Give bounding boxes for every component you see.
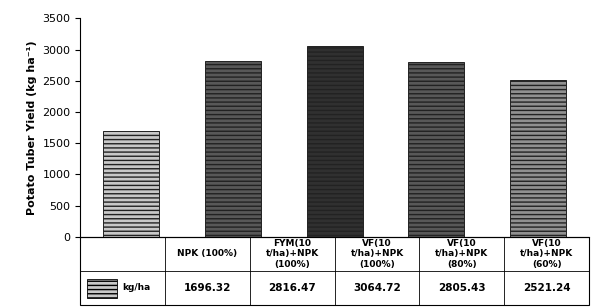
Text: NPK (100%): NPK (100%) [177,249,237,258]
Text: 3064.72: 3064.72 [353,283,401,293]
Text: VF(10
t/ha)+NPK
(80%): VF(10 t/ha)+NPK (80%) [436,239,488,269]
Text: 2521.24: 2521.24 [523,283,571,293]
Bar [306,46,363,237]
Text: 1696.32: 1696.32 [184,283,231,293]
Bar [510,79,566,237]
Bar [87,279,117,298]
Text: VF(10
t/ha)+NPK
(60%): VF(10 t/ha)+NPK (60%) [520,239,573,269]
Text: FYM(10
t/ha)+NPK
(100%): FYM(10 t/ha)+NPK (100%) [266,239,319,269]
Text: VF(10
t/ha)+NPK
(100%): VF(10 t/ha)+NPK (100%) [350,239,403,269]
Bar [103,131,159,237]
Y-axis label: Potato Tuber Yield (kg ha⁻¹): Potato Tuber Yield (kg ha⁻¹) [27,40,37,215]
Bar [205,61,261,237]
Text: 2805.43: 2805.43 [438,283,486,293]
Text: 2816.47: 2816.47 [268,283,316,293]
Text: kg/ha: kg/ha [123,283,151,292]
Bar [408,62,465,237]
